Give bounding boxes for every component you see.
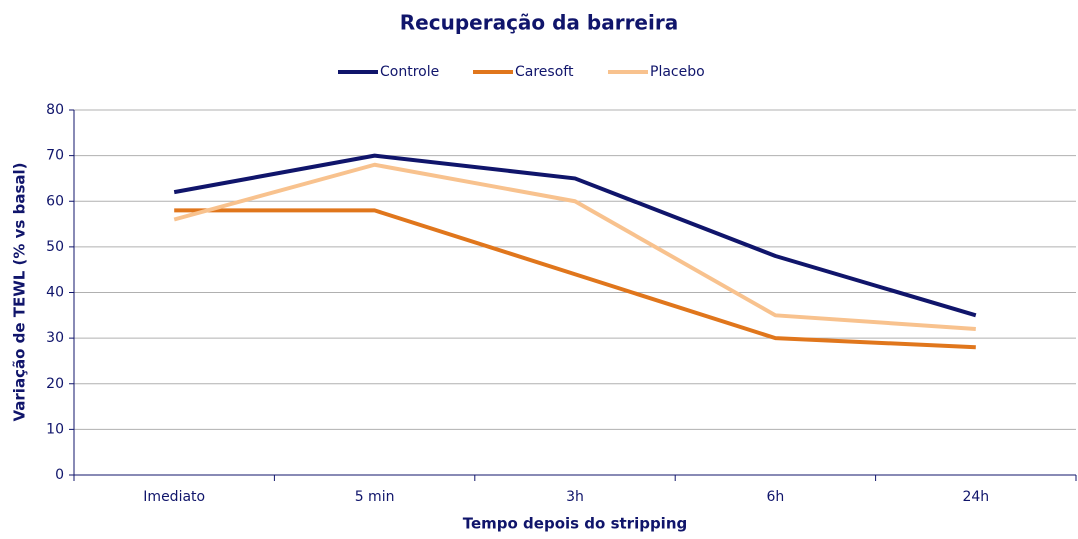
legend-label: Caresoft [515, 64, 574, 80]
x-tick-label: Imediato [143, 489, 205, 505]
x-axis-label: Tempo depois do stripping [463, 515, 688, 533]
x-tick-label: 3h [566, 489, 584, 505]
x-tick-label: 6h [767, 489, 785, 505]
y-tick-label: 80 [46, 102, 64, 118]
y-tick-label: 40 [46, 285, 64, 301]
y-tick-label: 30 [46, 330, 64, 346]
series-line [173, 153, 977, 318]
x-tick-label: 24h [962, 489, 989, 505]
legend-label: Placebo [650, 64, 705, 80]
y-tick-label: 20 [46, 376, 64, 392]
y-tick-label: 60 [46, 193, 64, 209]
x-tick-label: 5 min [355, 489, 395, 505]
y-tick-label: 50 [46, 239, 64, 255]
series-line [174, 208, 976, 350]
series-line [173, 162, 976, 331]
y-tick-label: 10 [46, 421, 64, 437]
chart-title: Recuperação da barreira [400, 11, 678, 35]
y-axis-label: Variação de TEWL (% vs basal) [11, 163, 29, 422]
y-tick-label: 70 [46, 148, 64, 164]
legend-label: Controle [380, 64, 439, 80]
y-tick-label: 0 [55, 467, 64, 483]
